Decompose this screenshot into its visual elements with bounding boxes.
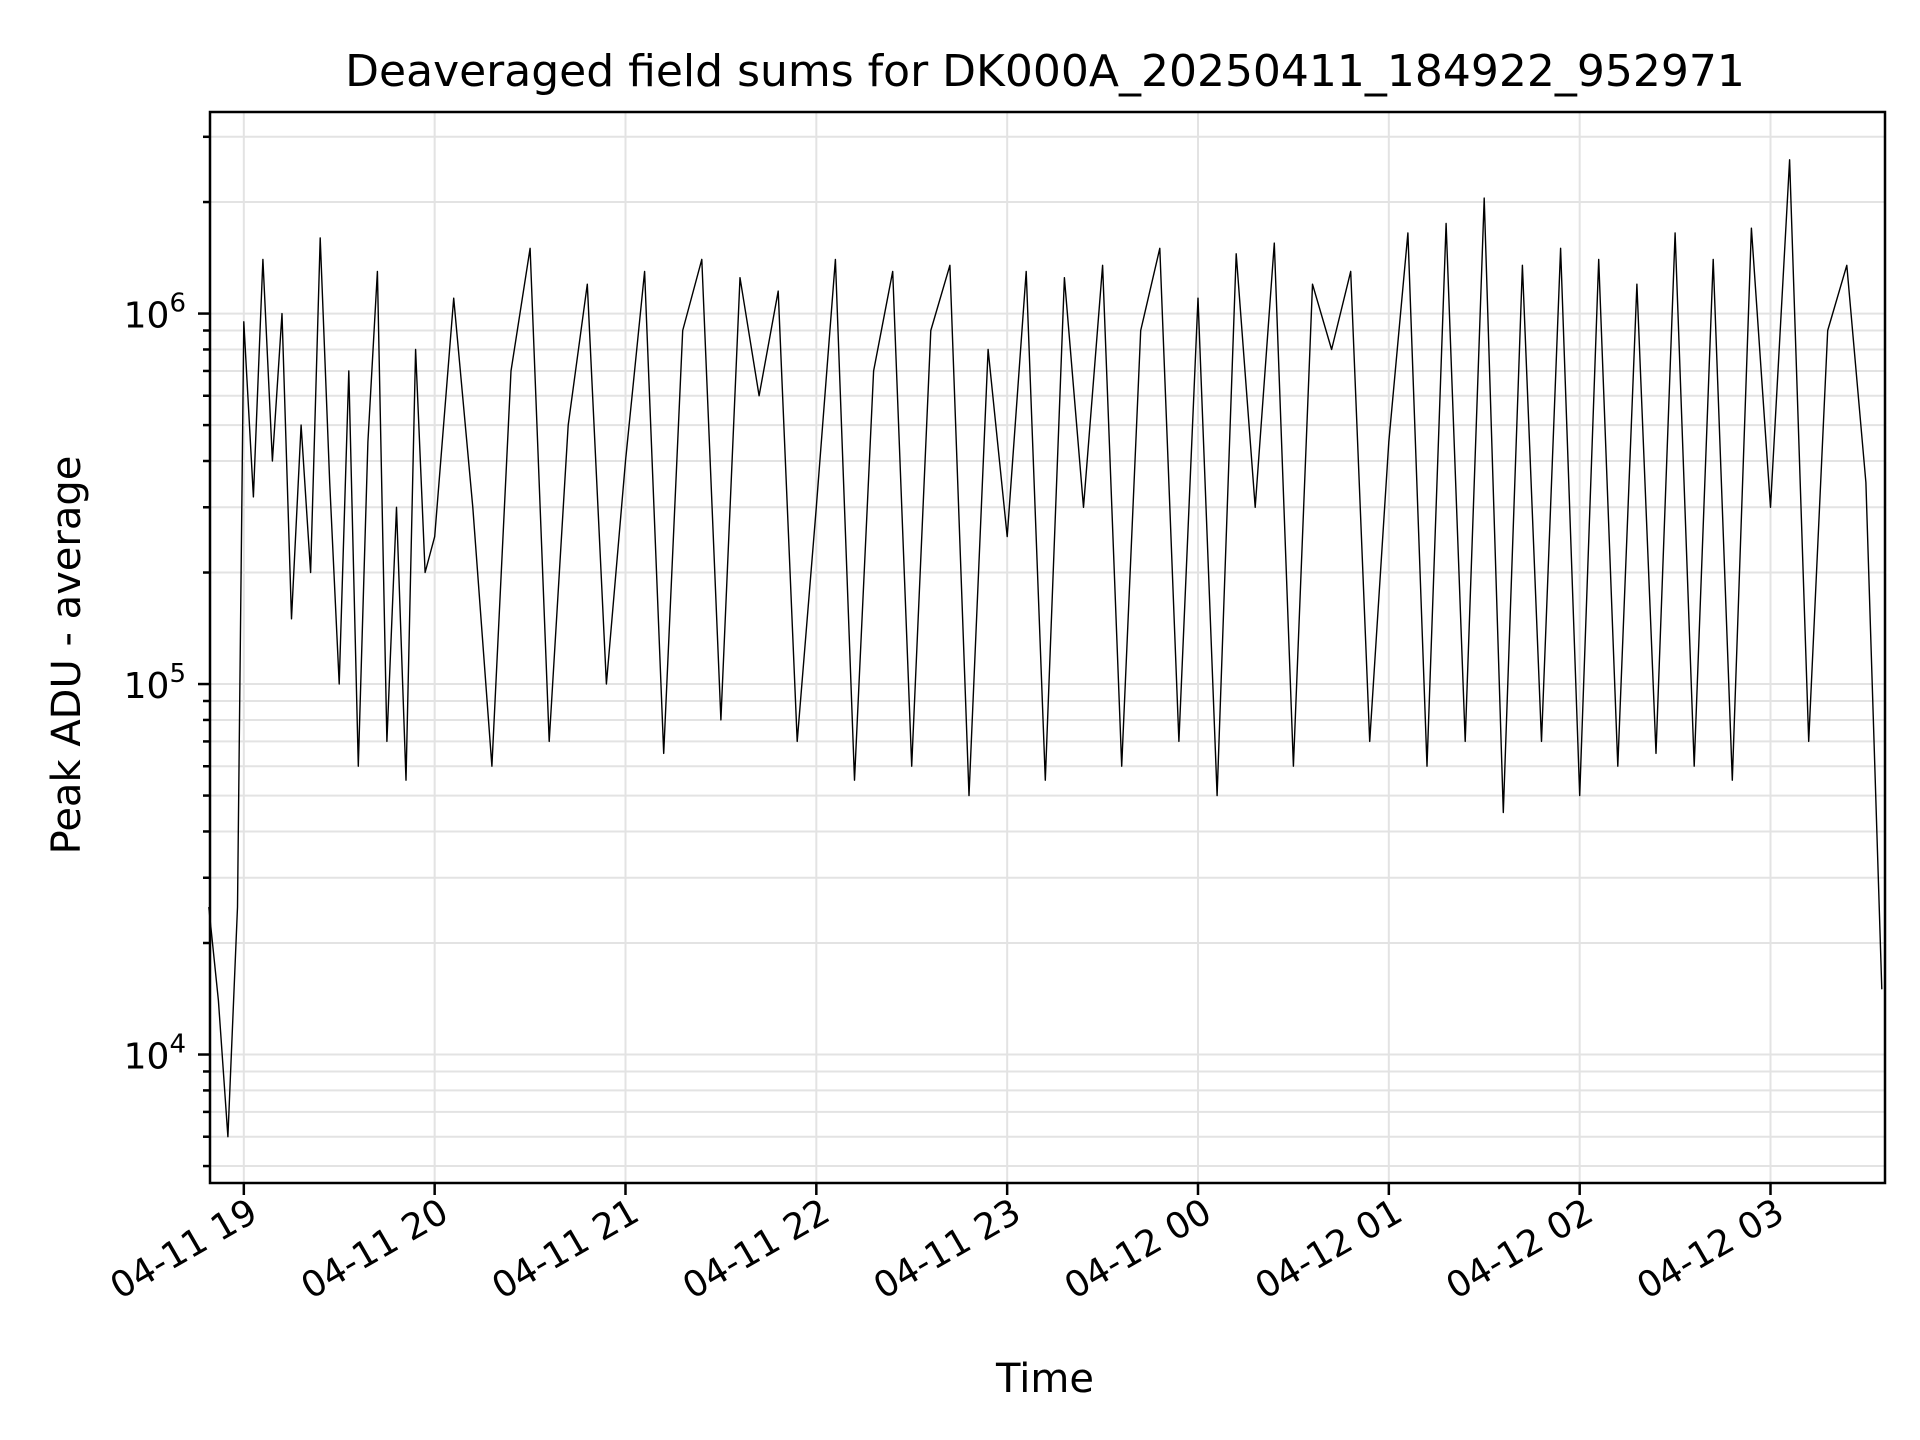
series-layer: [208, 159, 1883, 1138]
x-tick-label: 04-11 23: [867, 1191, 1028, 1307]
y-tick-label: 105: [124, 659, 186, 707]
chart-title: Deaveraged field sums for DK000A_2025041…: [345, 46, 1745, 97]
series-line: [208, 159, 1883, 1138]
x-axis-label: Time: [995, 1356, 1094, 1402]
x-tick-label: 04-11 21: [485, 1191, 646, 1307]
x-tick-label: 04-12 03: [1630, 1191, 1791, 1307]
x-axis: 04-11 19 04-11 20 04-11 21 04-11 22 04-11 23…: [104, 1183, 1791, 1308]
plot-frame: [208, 110, 1887, 1185]
x-tick-label: 04-11 20: [294, 1191, 455, 1307]
y-axis: 104 105 106: [124, 135, 210, 1168]
x-tick-label: 04-12 02: [1439, 1191, 1600, 1307]
x-tick-label: 04-11 22: [676, 1191, 837, 1307]
y-tick-label: 106: [124, 289, 186, 337]
x-tick-label: 04-12 00: [1058, 1191, 1219, 1307]
x-tick-label: 04-11 19: [104, 1191, 265, 1307]
y-axis-label: Peak ADU - average: [44, 456, 90, 855]
grid: [210, 112, 1885, 1183]
x-tick-label: 04-12 01: [1249, 1191, 1410, 1307]
y-tick-label: 104: [124, 1030, 186, 1078]
